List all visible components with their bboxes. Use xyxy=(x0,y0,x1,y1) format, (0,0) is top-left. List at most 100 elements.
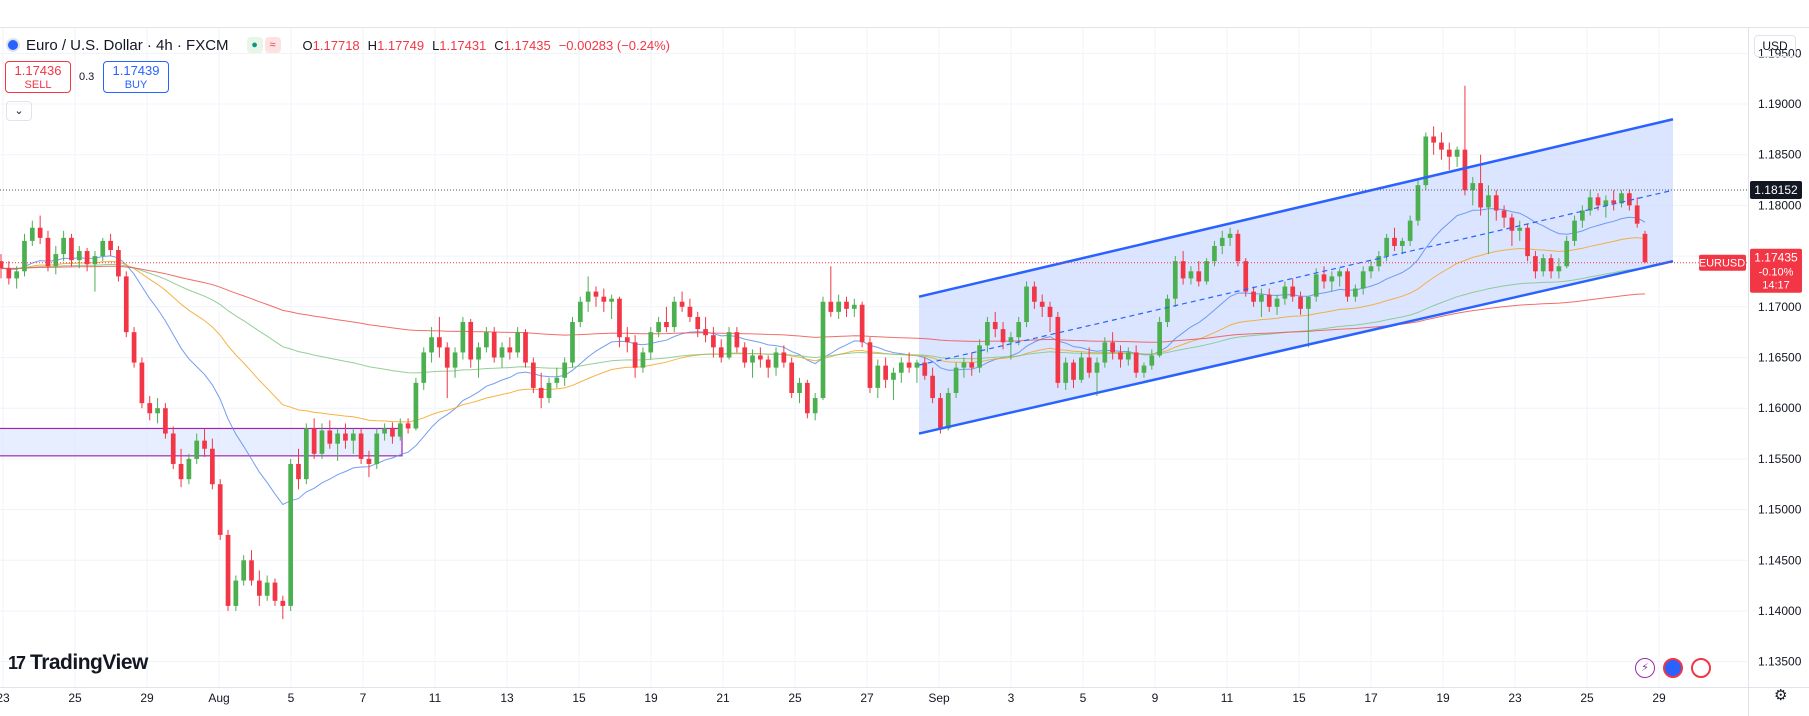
time-axis-labels: 23 25 29 Aug 5 7 11 13 15 19 21 25 27 Sep 3 5 9 11 15 17 19 2… xyxy=(0,691,1666,705)
candle xyxy=(1204,258,1209,285)
candle xyxy=(303,423,309,485)
candle xyxy=(311,418,317,459)
chevron-down-icon[interactable]: ⌄ xyxy=(6,101,32,121)
candle xyxy=(296,448,301,490)
eu-flag-icon[interactable] xyxy=(1663,658,1683,678)
candle-body xyxy=(1172,261,1178,299)
candle xyxy=(272,578,278,606)
symbol-title[interactable]: Euro / U.S. Dollar · 4h · FXCM xyxy=(26,36,229,54)
candle-body xyxy=(14,271,20,279)
candle xyxy=(155,398,160,424)
candle xyxy=(131,327,137,368)
candle xyxy=(1619,190,1624,208)
candle-body xyxy=(327,430,333,444)
candle-body xyxy=(1642,233,1648,263)
candle xyxy=(1274,294,1280,315)
gear-icon[interactable]: ⚙ xyxy=(1774,687,1788,704)
currency-selector[interactable]: USD xyxy=(1754,35,1796,57)
time-tick-label: 11 xyxy=(1221,691,1234,705)
candle xyxy=(1071,359,1076,388)
candle-body xyxy=(1243,261,1249,292)
candle xyxy=(444,342,450,399)
candle-body xyxy=(867,342,873,388)
candle xyxy=(217,479,223,540)
candle-body xyxy=(1399,240,1405,246)
symbol-tag xyxy=(1699,254,1746,271)
candle xyxy=(758,347,763,368)
candle xyxy=(92,251,98,292)
candle-body xyxy=(648,332,654,353)
ohlc-values: O1.17718 H1.17749 L1.17431 C1.17435 −0.0… xyxy=(303,38,670,53)
candle xyxy=(593,286,599,307)
candle xyxy=(210,438,215,490)
candle xyxy=(256,570,262,606)
candle-body xyxy=(491,332,497,358)
horizontal-line-value: 1.18152 xyxy=(1754,183,1798,197)
candle xyxy=(797,377,802,404)
candle xyxy=(844,296,849,317)
candle xyxy=(1462,85,1468,196)
candle-body xyxy=(1078,357,1084,380)
high-value: 1.17749 xyxy=(377,37,425,53)
candle xyxy=(1493,190,1499,221)
candle-body xyxy=(1032,286,1037,302)
dot-icon[interactable]: ● xyxy=(246,37,263,53)
candle xyxy=(1024,281,1029,328)
price-tick-label: 1.16000 xyxy=(1758,401,1802,415)
candle xyxy=(499,342,505,368)
candle xyxy=(484,327,489,353)
candle xyxy=(977,339,982,373)
lightning-icon[interactable]: ⚡ xyxy=(1635,658,1655,678)
candle-body xyxy=(1337,271,1343,277)
candle-body xyxy=(1540,258,1546,272)
candle-body xyxy=(358,433,364,459)
candle xyxy=(1556,258,1562,279)
candle-body xyxy=(366,458,372,464)
candle-body xyxy=(397,423,403,437)
last-price-change: -0.10% xyxy=(1759,267,1794,279)
candle xyxy=(914,359,920,383)
candle-body xyxy=(444,347,450,368)
candle xyxy=(656,316,661,338)
candle-body xyxy=(382,428,387,434)
candle-body xyxy=(1611,200,1617,204)
candle xyxy=(1266,288,1272,312)
candle-body xyxy=(37,227,43,238)
candle xyxy=(1219,230,1225,255)
candle xyxy=(804,379,810,419)
tradingview-logo[interactable]: 17 TradingView xyxy=(8,651,148,675)
candle xyxy=(53,245,59,275)
candle xyxy=(0,254,4,279)
candle xyxy=(335,428,340,461)
buy-button[interactable]: 1.17439 BUY xyxy=(103,61,169,93)
us-flag-icon[interactable] xyxy=(1691,658,1711,678)
candle-body xyxy=(1251,291,1256,302)
time-tick-label: 15 xyxy=(572,691,586,705)
candle xyxy=(891,367,896,401)
price-tick-label: 1.15500 xyxy=(1758,452,1802,466)
sell-button[interactable]: 1.17436 SELL xyxy=(5,61,71,93)
candle xyxy=(1470,177,1476,206)
candle xyxy=(1345,268,1350,302)
candle xyxy=(264,575,270,601)
candle xyxy=(1118,345,1123,368)
candle xyxy=(1243,258,1249,297)
candle xyxy=(961,357,967,378)
candle xyxy=(679,291,685,312)
candle xyxy=(147,396,153,421)
candle-body xyxy=(977,345,982,368)
candle xyxy=(1290,278,1296,302)
time-tick-label: 5 xyxy=(288,691,295,705)
chart-grid xyxy=(0,28,1748,687)
candle-body xyxy=(1493,195,1499,211)
candle-body xyxy=(804,382,810,414)
candle-body xyxy=(343,433,348,441)
candle-body xyxy=(953,367,959,393)
candle-body xyxy=(765,359,771,368)
wave-icon[interactable]: ≈ xyxy=(264,37,281,53)
candle-body xyxy=(906,362,912,368)
candle-body xyxy=(1580,210,1585,221)
candle-body xyxy=(202,440,207,449)
low-value: 1.17431 xyxy=(439,37,487,53)
